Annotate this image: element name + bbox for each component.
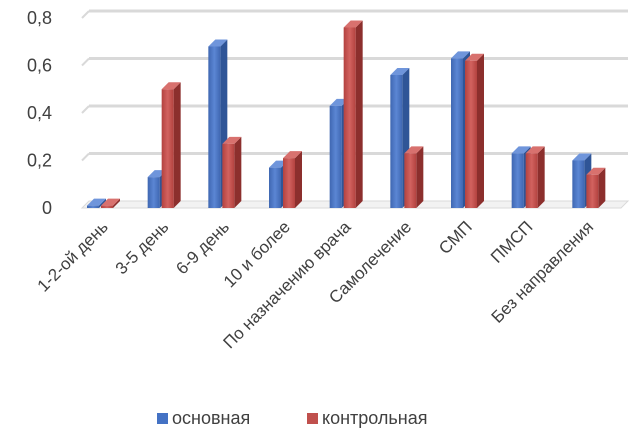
y-axis: 0 0,2 0,4 0,6 0,8 <box>27 8 52 218</box>
bar-front <box>222 143 235 208</box>
bar-kontrolnaya <box>343 20 363 208</box>
legend-swatch <box>157 413 168 424</box>
gridline-depth <box>81 105 90 114</box>
bar-kontrolnaya <box>222 136 242 208</box>
y-tick-label: 0,4 <box>27 103 52 123</box>
bar-front <box>390 75 403 208</box>
bar-side <box>113 198 120 208</box>
bar-front <box>451 58 463 208</box>
x-tick-label: СМП <box>435 217 476 258</box>
bars <box>87 20 606 208</box>
bar-osnovnaya <box>572 153 592 208</box>
bar-front <box>572 160 585 208</box>
x-tick-label: ПМСП <box>487 217 536 266</box>
bar-side <box>477 53 484 208</box>
bar-side <box>295 151 302 208</box>
bar-kontrolnaya <box>525 146 545 208</box>
bar-kontrolnaya <box>101 198 120 208</box>
bar-front <box>586 174 599 208</box>
gridline-depth <box>81 152 90 162</box>
x-tick-label: 1-2-ой день <box>34 217 112 295</box>
y-tick-label: 0,2 <box>27 151 52 171</box>
legend-item: контрольная <box>307 408 427 428</box>
bar-front <box>283 158 295 208</box>
bar-side <box>355 20 363 208</box>
bar-top <box>222 136 242 144</box>
bar-side <box>99 198 106 208</box>
bar-top <box>390 68 410 75</box>
bar-top <box>343 20 363 28</box>
y-tick-label: 0,6 <box>27 56 52 76</box>
legend-swatch <box>307 413 318 424</box>
bar-side <box>234 136 242 208</box>
bar-front <box>161 89 174 208</box>
bar-side <box>416 146 424 208</box>
bar-front <box>101 205 113 208</box>
bar-top <box>208 39 228 47</box>
bar-kontrolnaya <box>283 151 302 208</box>
bar-front <box>511 153 524 208</box>
x-tick-label: 6-9 день <box>172 217 233 278</box>
legend-item: основная <box>157 408 250 428</box>
bar-front <box>147 177 160 208</box>
bar-front <box>87 205 99 208</box>
bar-side <box>598 167 606 208</box>
bar-side <box>173 82 181 208</box>
bar-front <box>465 60 477 208</box>
bar-osnovnaya <box>87 198 106 208</box>
bar-top <box>404 146 424 154</box>
bar-front <box>343 27 356 208</box>
gridline-depth <box>81 57 90 67</box>
bar-top <box>525 146 545 154</box>
y-tick-label: 0,8 <box>27 8 52 28</box>
bar-top <box>572 153 592 161</box>
bar-kontrolnaya <box>404 146 424 208</box>
bar-front <box>208 46 221 208</box>
bar-side <box>537 146 545 208</box>
x-tick-label: Без направления <box>488 217 597 326</box>
bar-front <box>404 153 417 208</box>
bar-top <box>465 53 484 61</box>
y-tick-label: 0 <box>42 198 52 218</box>
legend-label: основная <box>172 408 250 428</box>
x-tick-label: 3-5 день <box>112 217 173 278</box>
bar-top <box>283 151 302 159</box>
bar-osnovnaya <box>390 68 410 208</box>
bar-kontrolnaya <box>465 53 484 208</box>
bar-osnovnaya <box>208 39 228 208</box>
bar-front <box>329 105 342 208</box>
bar-top <box>586 167 606 175</box>
legend-label: контрольная <box>322 408 427 428</box>
bar-kontrolnaya <box>586 167 606 208</box>
gridline-depth <box>81 10 90 19</box>
bar-kontrolnaya <box>161 82 181 208</box>
bar-top <box>161 82 181 90</box>
bar-top <box>101 198 120 206</box>
bar-front <box>269 167 281 208</box>
bar-front <box>525 153 538 208</box>
bar-top <box>87 198 106 206</box>
legend: основная контрольная <box>157 408 427 428</box>
bar-top <box>511 146 531 154</box>
bar-top <box>451 51 470 59</box>
